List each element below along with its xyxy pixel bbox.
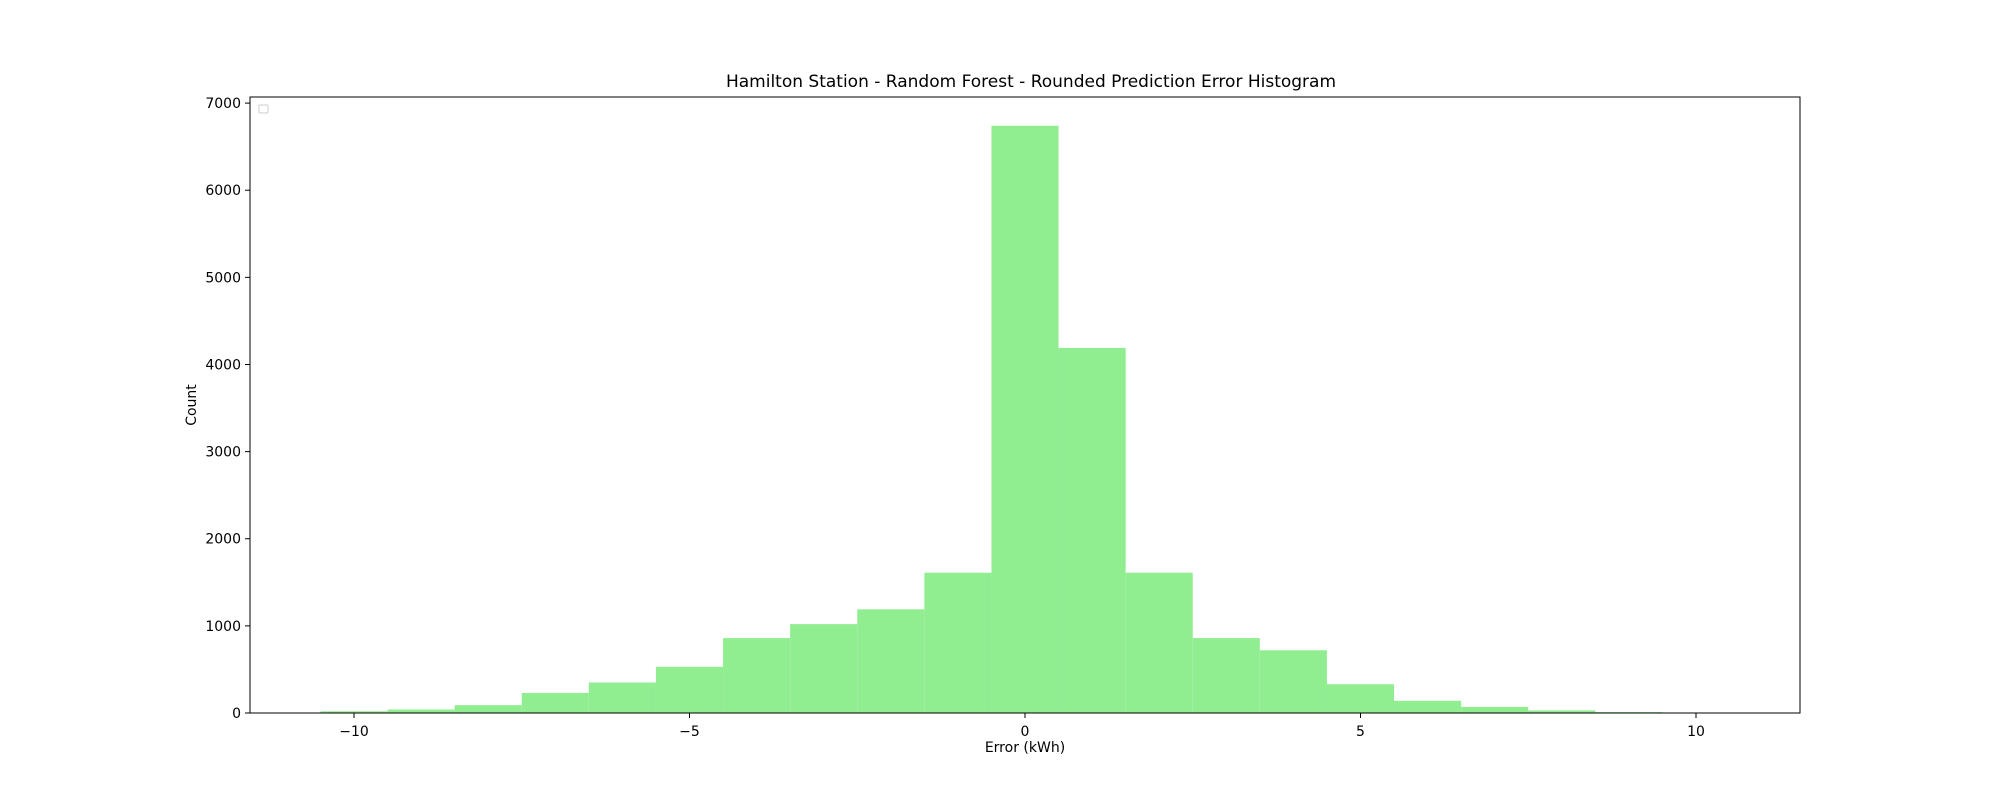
legend-box xyxy=(258,104,269,114)
y-tick-label: 5000 xyxy=(205,270,241,286)
histogram-bar xyxy=(655,666,724,713)
y-axis: 0 1000 2000 3000 4000 5000 6000 7000 xyxy=(205,96,250,722)
y-tick-label: 3000 xyxy=(205,445,241,461)
histogram-bar xyxy=(857,609,925,713)
y-tick-label: 7000 xyxy=(205,96,241,112)
histogram-bar xyxy=(924,572,992,713)
histogram-bar xyxy=(1259,650,1327,713)
x-tick-label: 5 xyxy=(1356,724,1365,740)
histogram-bar xyxy=(320,711,388,713)
x-axis: −10 −5 0 5 10 xyxy=(339,713,1705,740)
x-tick-label: −5 xyxy=(679,724,700,740)
histogram-bar xyxy=(521,692,589,713)
histogram-bar xyxy=(1326,684,1395,713)
x-tick-label: −10 xyxy=(339,724,369,740)
y-tick-label: 1000 xyxy=(205,619,241,635)
histogram-bar xyxy=(790,624,858,713)
histogram-bar xyxy=(723,638,791,713)
x-tick-label: 10 xyxy=(1687,724,1705,740)
histogram-bar xyxy=(1192,638,1260,713)
histogram-bar xyxy=(1461,706,1529,713)
histogram-bar xyxy=(454,705,522,713)
histogram-bar xyxy=(991,125,1059,714)
histogram-bar xyxy=(1528,710,1596,713)
x-axis-label: Error (kWh) xyxy=(985,740,1065,756)
chart-title: Hamilton Station - Random Forest - Round… xyxy=(726,72,1336,92)
y-tick-label: 2000 xyxy=(205,532,241,548)
x-tick-label: 0 xyxy=(1021,724,1030,740)
histogram-bar xyxy=(588,682,656,713)
histogram-bar xyxy=(1058,347,1126,713)
histogram-bar xyxy=(1125,572,1193,713)
y-tick-label: 0 xyxy=(232,706,241,722)
histogram-bar xyxy=(1394,700,1462,713)
histogram-bar xyxy=(387,709,455,713)
y-axis-label: Count xyxy=(184,384,200,426)
bars-group xyxy=(320,125,1663,714)
y-tick-label: 4000 xyxy=(205,357,241,373)
y-tick-label: 6000 xyxy=(205,183,241,199)
